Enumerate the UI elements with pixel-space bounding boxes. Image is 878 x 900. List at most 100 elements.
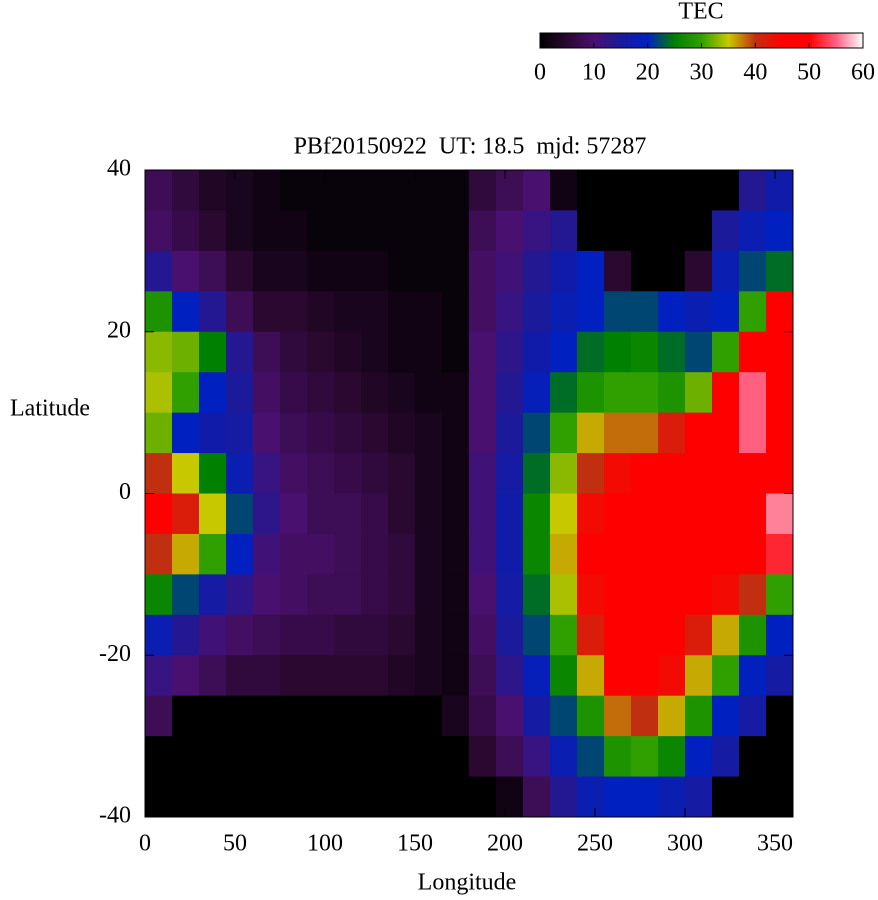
heatmap-cell (280, 170, 308, 211)
heatmap-cell (523, 655, 551, 697)
heatmap-cell (172, 372, 200, 414)
heatmap-cell (145, 493, 173, 535)
heatmap-cell (442, 291, 470, 333)
heatmap-cell (145, 331, 173, 373)
heatmap-cell (199, 412, 227, 454)
heatmap-cell (361, 574, 389, 616)
heatmap-cell (253, 453, 281, 494)
heatmap-cell (523, 736, 551, 778)
heatmap-cell (577, 655, 605, 697)
heatmap-cell (631, 736, 659, 778)
heatmap-cell (280, 736, 308, 778)
heatmap-cell (307, 250, 335, 292)
heatmap-cell (334, 574, 362, 616)
heatmap-cell (496, 776, 524, 818)
heatmap-cell (496, 614, 524, 656)
heatmap-cell (361, 291, 389, 333)
heatmap-cell (253, 372, 281, 414)
heatmap-cell (172, 655, 200, 697)
heatmap-cell (172, 574, 200, 616)
x-tick-label: 50 (223, 831, 247, 857)
heatmap-cell (685, 574, 713, 616)
heatmap-cell (496, 210, 524, 252)
heatmap-cell (334, 372, 362, 414)
heatmap-cell (658, 695, 686, 737)
heatmap-cell (334, 776, 362, 818)
heatmap-cell (280, 574, 308, 616)
heatmap-cell (442, 695, 470, 737)
heatmap-cell (307, 331, 335, 373)
heatmap-cell (766, 493, 794, 535)
heatmap-cell (550, 533, 578, 575)
heatmap-cell (550, 372, 578, 414)
heatmap-cell (712, 695, 740, 737)
heatmap-cell (307, 695, 335, 737)
heatmap-cell (523, 453, 551, 494)
heatmap-cell (712, 170, 740, 211)
heatmap-cell (307, 453, 335, 494)
heatmap-cell (685, 776, 713, 818)
heatmap-cell (199, 695, 227, 737)
heatmap-cell (550, 250, 578, 292)
x-tick-label: 200 (487, 831, 523, 857)
heatmap-cell (685, 412, 713, 454)
heatmap-cell (253, 655, 281, 697)
heatmap-cell (604, 574, 632, 616)
heatmap-cell (199, 331, 227, 373)
heatmap-cell (172, 331, 200, 373)
heatmap-cell (739, 412, 767, 454)
heatmap-cell (523, 533, 551, 575)
heatmap-cell (145, 655, 173, 697)
heatmap-cell (523, 493, 551, 535)
heatmap-cell (658, 453, 686, 494)
heatmap-cell (334, 736, 362, 778)
heatmap-cell (334, 614, 362, 656)
heatmap-cell (766, 210, 794, 252)
colorbar-tick-label: 60 (851, 60, 875, 86)
heatmap-cell (658, 170, 686, 211)
heatmap-cell (361, 250, 389, 292)
y-axis-label: Latitude (10, 396, 90, 422)
heatmap-cell (361, 695, 389, 737)
heatmap-cell (415, 453, 443, 494)
heatmap-cell (280, 453, 308, 494)
heatmap-cell (442, 655, 470, 697)
heatmap-cell (631, 695, 659, 737)
heatmap-cell (685, 695, 713, 737)
heatmap-cell (523, 412, 551, 454)
heatmap-cell (388, 250, 416, 292)
heatmap-cell (766, 614, 794, 656)
heatmap-cell (334, 695, 362, 737)
heatmap-cell (145, 372, 173, 414)
heatmap-cell (712, 574, 740, 616)
heatmap-cell (550, 776, 578, 818)
heatmap-cell (280, 776, 308, 818)
heatmap-cell (469, 210, 497, 252)
heatmap-cell (766, 170, 794, 211)
heatmap-cell (226, 372, 254, 414)
heatmap-cell (766, 372, 794, 414)
heatmap-cell (145, 776, 173, 818)
heatmap-cell (280, 412, 308, 454)
x-tick-label: 0 (139, 831, 151, 857)
colorbar-tick-label: 20 (636, 60, 660, 86)
heatmap-cell (280, 250, 308, 292)
heatmap-cell (712, 736, 740, 778)
heatmap-cell (226, 736, 254, 778)
heatmap-cell (685, 614, 713, 656)
heatmap-cell (658, 250, 686, 292)
heatmap-cell (712, 250, 740, 292)
heatmap-cell (253, 574, 281, 616)
heatmap-cell (658, 493, 686, 535)
heatmap-cell (496, 736, 524, 778)
heatmap-cell (766, 453, 794, 494)
heatmap-cell (739, 736, 767, 778)
heatmap-cell (550, 655, 578, 697)
heatmap-cell (388, 574, 416, 616)
heatmap-cell (523, 331, 551, 373)
heatmap-cell (442, 250, 470, 292)
heatmap-cell (334, 170, 362, 211)
heatmap-cell (469, 331, 497, 373)
heatmap-cell (496, 331, 524, 373)
heatmap-cell (631, 170, 659, 211)
